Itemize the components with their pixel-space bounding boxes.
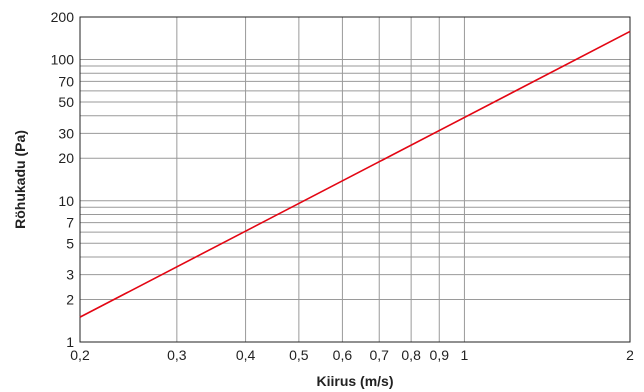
x-tick-label: 0,4 <box>236 347 256 363</box>
y-tick-labels: 1 2 3 5 7 10 20 30 50 70 100 200 <box>51 9 75 350</box>
y-tick-label: 2 <box>66 291 74 307</box>
y-tick-label: 5 <box>66 235 74 251</box>
y-tick-label: 7 <box>66 215 74 231</box>
x-tick-label: 2 <box>626 347 634 363</box>
y-tick-label: 3 <box>66 267 74 283</box>
series-line <box>79 30 631 318</box>
y-axis-title: Röhukadu (Pa) <box>12 130 28 229</box>
y-tick-label: 50 <box>58 94 74 110</box>
x-tick-label: 0,6 <box>333 347 353 363</box>
y-tick-label: 1 <box>66 334 74 350</box>
y-tick-label: 30 <box>58 125 74 141</box>
x-axis-title: Kiirus (m/s) <box>316 373 393 389</box>
x-tick-label: 1 <box>461 347 469 363</box>
x-tick-label: 0,7 <box>370 347 390 363</box>
y-tick-label: 70 <box>58 73 74 89</box>
x-tick-label: 0,2 <box>70 347 90 363</box>
x-tick-label: 0,9 <box>430 347 450 363</box>
y-tick-label: 200 <box>51 9 75 25</box>
plot-frame <box>79 16 631 343</box>
x-tick-label: 0,8 <box>401 347 421 363</box>
y-tick-label: 100 <box>51 52 75 68</box>
series-layer <box>79 30 631 318</box>
x-tick-label: 0,3 <box>167 347 187 363</box>
y-tick-label: 20 <box>58 150 74 166</box>
y-tick-label: 10 <box>58 193 74 209</box>
x-tick-labels: 0,2 0,3 0,4 0,5 0,6 0,7 0,8 0,9 1 2 <box>70 347 634 363</box>
grid <box>79 16 631 343</box>
x-tick-label: 0,5 <box>289 347 309 363</box>
